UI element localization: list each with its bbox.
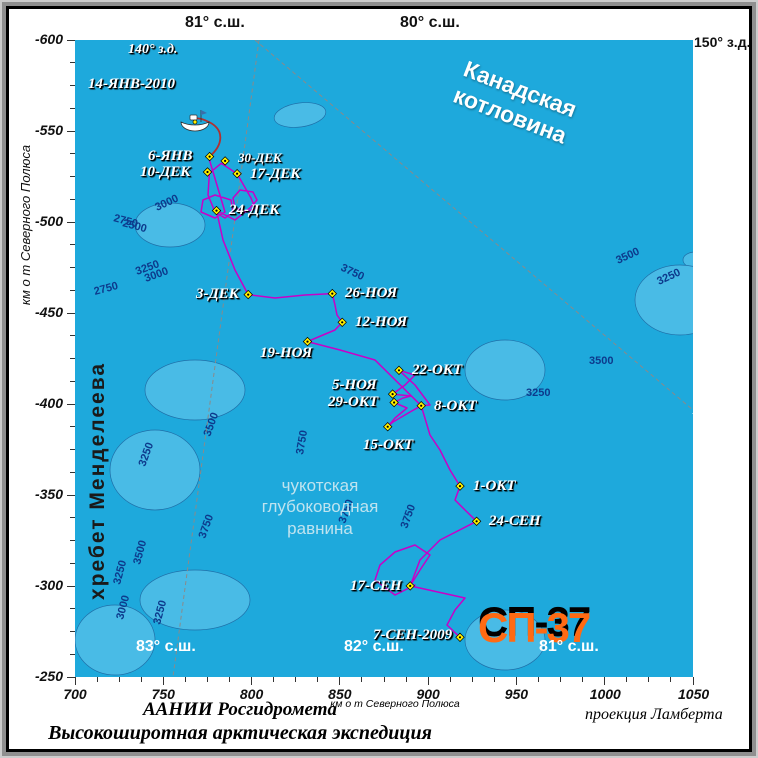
svg-text:3750: 3750 xyxy=(294,429,310,455)
svg-text:3250: 3250 xyxy=(111,559,129,586)
svg-text:3250: 3250 xyxy=(526,387,550,399)
svg-text:3500: 3500 xyxy=(131,539,149,566)
svg-text:3500: 3500 xyxy=(589,355,613,367)
svg-text:3750: 3750 xyxy=(339,262,366,283)
svg-text:3500: 3500 xyxy=(614,245,641,266)
